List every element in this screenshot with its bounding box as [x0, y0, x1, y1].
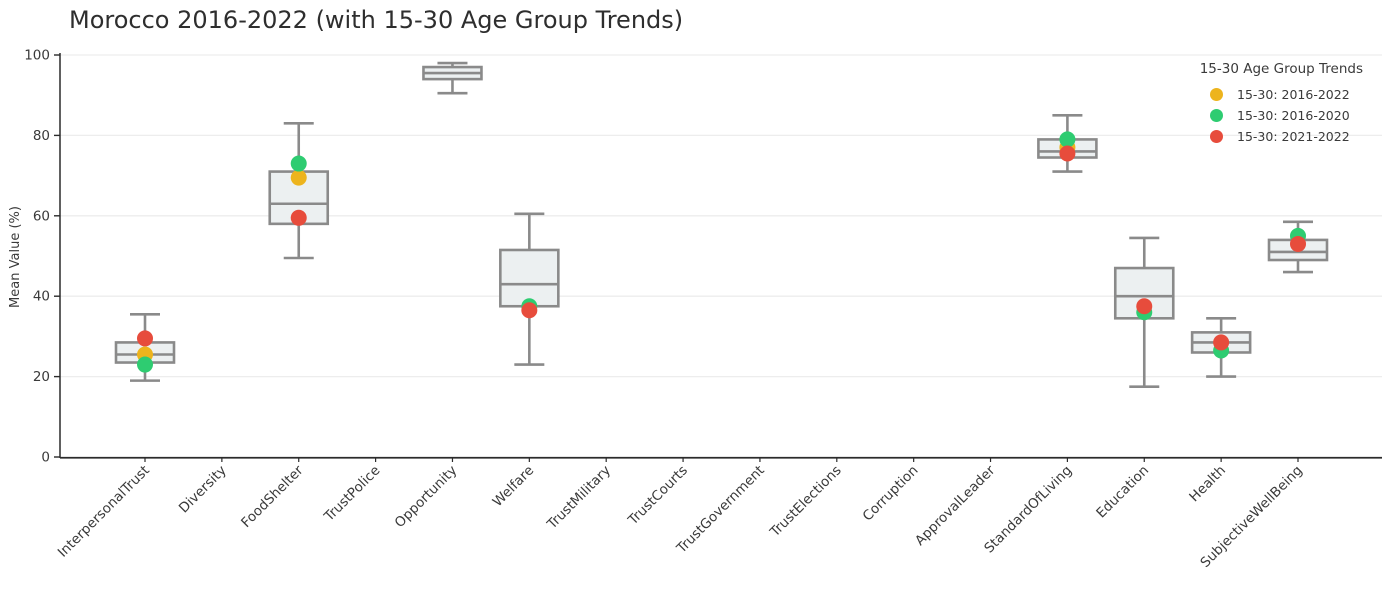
dot-15-30-2021-2022-Health — [1213, 334, 1230, 351]
x-tick-label-TrustMilitary: TrustMilitary — [544, 463, 615, 534]
legend-dot-icon — [1210, 88, 1223, 101]
x-tick-label-Welfare: Welfare — [490, 463, 538, 511]
chart-title: Morocco 2016-2022 (with 15-30 Age Group … — [69, 6, 684, 34]
legend-title: 15-30 Age Group Trends — [1199, 61, 1363, 77]
dot-15-30-2021-2022-Education — [1136, 298, 1153, 315]
dot-15-30-2021-2022-SubjectiveWellBeing — [1290, 235, 1306, 252]
y-axis-title: Mean Value (%) — [8, 206, 23, 308]
y-tick-label-20: 20 — [33, 369, 50, 385]
dot-15-30-2016-2020-InterpersonalTrust — [137, 356, 153, 373]
y-tick-label-60: 60 — [33, 208, 50, 224]
dot-15-30-2021-2022-InterpersonalTrust — [137, 330, 153, 347]
x-tick-label-TrustCourts: TrustCourts — [625, 463, 691, 529]
y-tick-label-0: 0 — [41, 450, 50, 466]
dot-15-30-2021-2022-StandardOfLiving — [1059, 145, 1076, 162]
legend-item-1: 15-30: 2016-2020 — [1191, 105, 1363, 126]
y-tick-label-40: 40 — [33, 289, 50, 305]
y-tick-label-80: 80 — [33, 128, 50, 144]
x-tick-label-Diversity: Diversity — [176, 463, 230, 517]
x-tick-label-Education: Education — [1093, 463, 1152, 522]
x-tick-label-TrustPolice: TrustPolice — [321, 463, 384, 526]
dot-15-30-2021-2022-FoodShelter — [290, 209, 307, 226]
legend-item-label: 15-30: 2021-2022 — [1237, 129, 1350, 144]
box-Opportunity — [422, 61, 483, 95]
x-tick-label-Health: Health — [1186, 463, 1229, 506]
box-Welfare — [499, 212, 560, 366]
x-tick-label-Corruption: Corruption — [860, 463, 922, 525]
box-rect — [499, 248, 560, 308]
x-tick-label-InterpersonalTrust: InterpersonalTrust — [55, 463, 153, 561]
dot-15-30-2016-2020-FoodShelter — [290, 155, 307, 172]
legend-item-label: 15-30: 2016-2022 — [1237, 87, 1350, 102]
legend-item-0: 15-30: 2016-2022 — [1191, 84, 1363, 105]
dot-15-30-2021-2022-Welfare — [521, 302, 538, 319]
legend-dot-icon — [1210, 130, 1223, 143]
dot-15-30-2016-2020-StandardOfLiving — [1059, 131, 1076, 148]
x-tick-label-ApprovalLeader: ApprovalLeader — [912, 462, 999, 549]
box-FoodShelter — [268, 122, 330, 260]
legend-item-label: 15-30: 2016-2020 — [1237, 108, 1350, 123]
legend-item-2: 15-30: 2021-2022 — [1191, 126, 1363, 147]
x-tick-label-FoodShelter: FoodShelter — [238, 462, 307, 531]
legend-items: 15-30: 2016-2022 15-30: 2016-2020 15-30: 2… — [1191, 84, 1363, 147]
legend: 15-30 Age Group Trends 15-30: 2016-2022 1… — [1191, 61, 1363, 147]
dot-15-30-2016-2022-FoodShelter — [290, 169, 307, 186]
x-tick-label-Opportunity: Opportunity — [392, 463, 461, 532]
legend-dot-icon — [1210, 109, 1223, 122]
x-tick-label-TrustElections: TrustElections — [766, 463, 844, 541]
y-tick-label-100: 100 — [24, 48, 50, 64]
